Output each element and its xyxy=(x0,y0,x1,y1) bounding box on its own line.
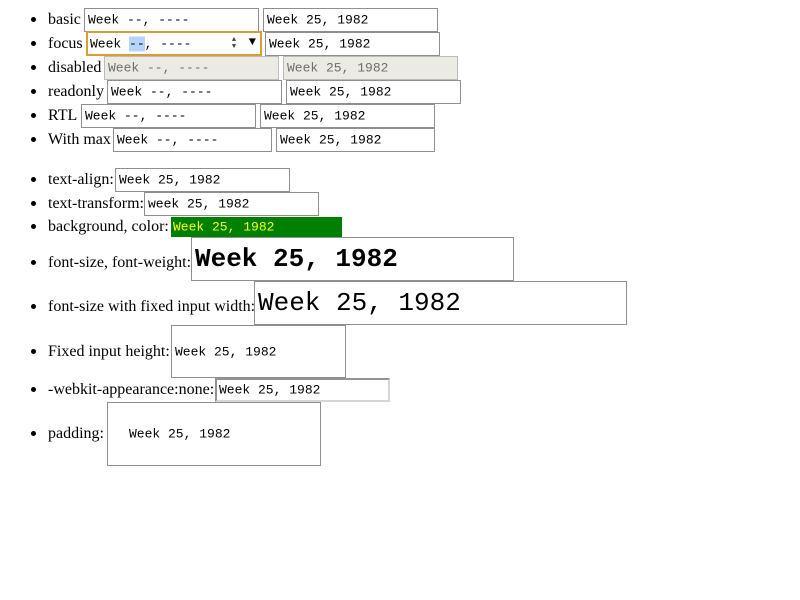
bullet xyxy=(31,65,36,70)
row-label: Fixed input height: xyxy=(48,343,170,360)
week-input-max-empty[interactable]: Week --, ---- xyxy=(113,128,272,152)
year-segment[interactable]: , ---- xyxy=(144,36,192,51)
week-input-large-bold[interactable]: Week 25, 1982 xyxy=(191,237,514,281)
bullet xyxy=(31,349,36,354)
row-label: padding: xyxy=(48,425,104,442)
bullet xyxy=(31,137,36,142)
row-label: font-size with fixed input width: xyxy=(48,298,256,315)
bullet xyxy=(31,387,36,392)
week-input-focused[interactable]: Week --, ---- ▲ ▼ ▼ xyxy=(86,31,262,56)
week-input-text-align[interactable]: Week 25, 1982 xyxy=(115,168,290,192)
row-label: text-align: xyxy=(48,171,114,188)
row-label: text-transform: xyxy=(48,195,144,212)
week-number-segment-selected[interactable]: -- xyxy=(129,36,145,51)
row-label: basic xyxy=(48,11,81,28)
week-input-basic-empty[interactable]: Week --, ---- xyxy=(84,8,259,32)
spin-down-icon[interactable]: ▼ xyxy=(231,43,237,51)
week-input-green-background[interactable]: Week 25, 1982 xyxy=(171,217,342,237)
week-input-readonly-empty[interactable]: Week --, ---- xyxy=(107,80,282,104)
bullet xyxy=(31,431,36,436)
bullet xyxy=(31,260,36,265)
week-input-text-transform[interactable]: week 25, 1982 xyxy=(144,192,319,216)
week-input-appearance-none[interactable]: Week 25, 1982 xyxy=(215,378,390,402)
week-input-disabled-value: Week 25, 1982 xyxy=(283,56,458,80)
bullet xyxy=(31,41,36,46)
bullet xyxy=(31,304,36,309)
bullet xyxy=(31,177,36,182)
week-input-basic-value[interactable]: Week 25, 1982 xyxy=(263,8,438,32)
bullet xyxy=(31,89,36,94)
week-input-large-fixed-width[interactable]: Week 25, 1982 xyxy=(254,281,627,325)
dropdown-icon[interactable]: ▼ xyxy=(248,35,256,49)
spin-buttons[interactable]: ▲ ▼ xyxy=(229,37,239,51)
bullet xyxy=(31,201,36,206)
week-input-disabled-empty: Week --, ---- xyxy=(104,56,279,80)
week-input-focus-value[interactable]: Week 25, 1982 xyxy=(265,32,440,56)
week-input-max-value[interactable]: Week 25, 1982 xyxy=(276,128,435,152)
bullet xyxy=(31,113,36,118)
bullet xyxy=(31,17,36,22)
week-input-readonly-value[interactable]: Week 25, 1982 xyxy=(286,80,461,104)
row-label: background, color: xyxy=(48,218,169,235)
row-label: disabled xyxy=(48,59,102,76)
week-input-fixed-height[interactable]: Week 25, 1982 xyxy=(171,325,346,378)
row-label: RTL xyxy=(48,107,78,124)
row-label: font-size, font-weight: xyxy=(48,254,192,271)
week-input-padding[interactable]: Week 25, 1982 xyxy=(107,402,321,466)
spin-up-icon[interactable]: ▲ xyxy=(231,36,237,44)
bullet xyxy=(31,224,36,229)
week-prefix: Week xyxy=(90,36,130,51)
row-label: focus xyxy=(48,35,83,52)
row-label: readonly xyxy=(48,83,104,100)
week-input-rtl-empty[interactable]: Week --, ---- xyxy=(81,104,256,128)
week-input-rtl-value[interactable]: Week 25, 1982 xyxy=(260,104,435,128)
row-label: -webkit-appearance:none: xyxy=(48,381,215,398)
row-label: With max xyxy=(48,131,111,148)
